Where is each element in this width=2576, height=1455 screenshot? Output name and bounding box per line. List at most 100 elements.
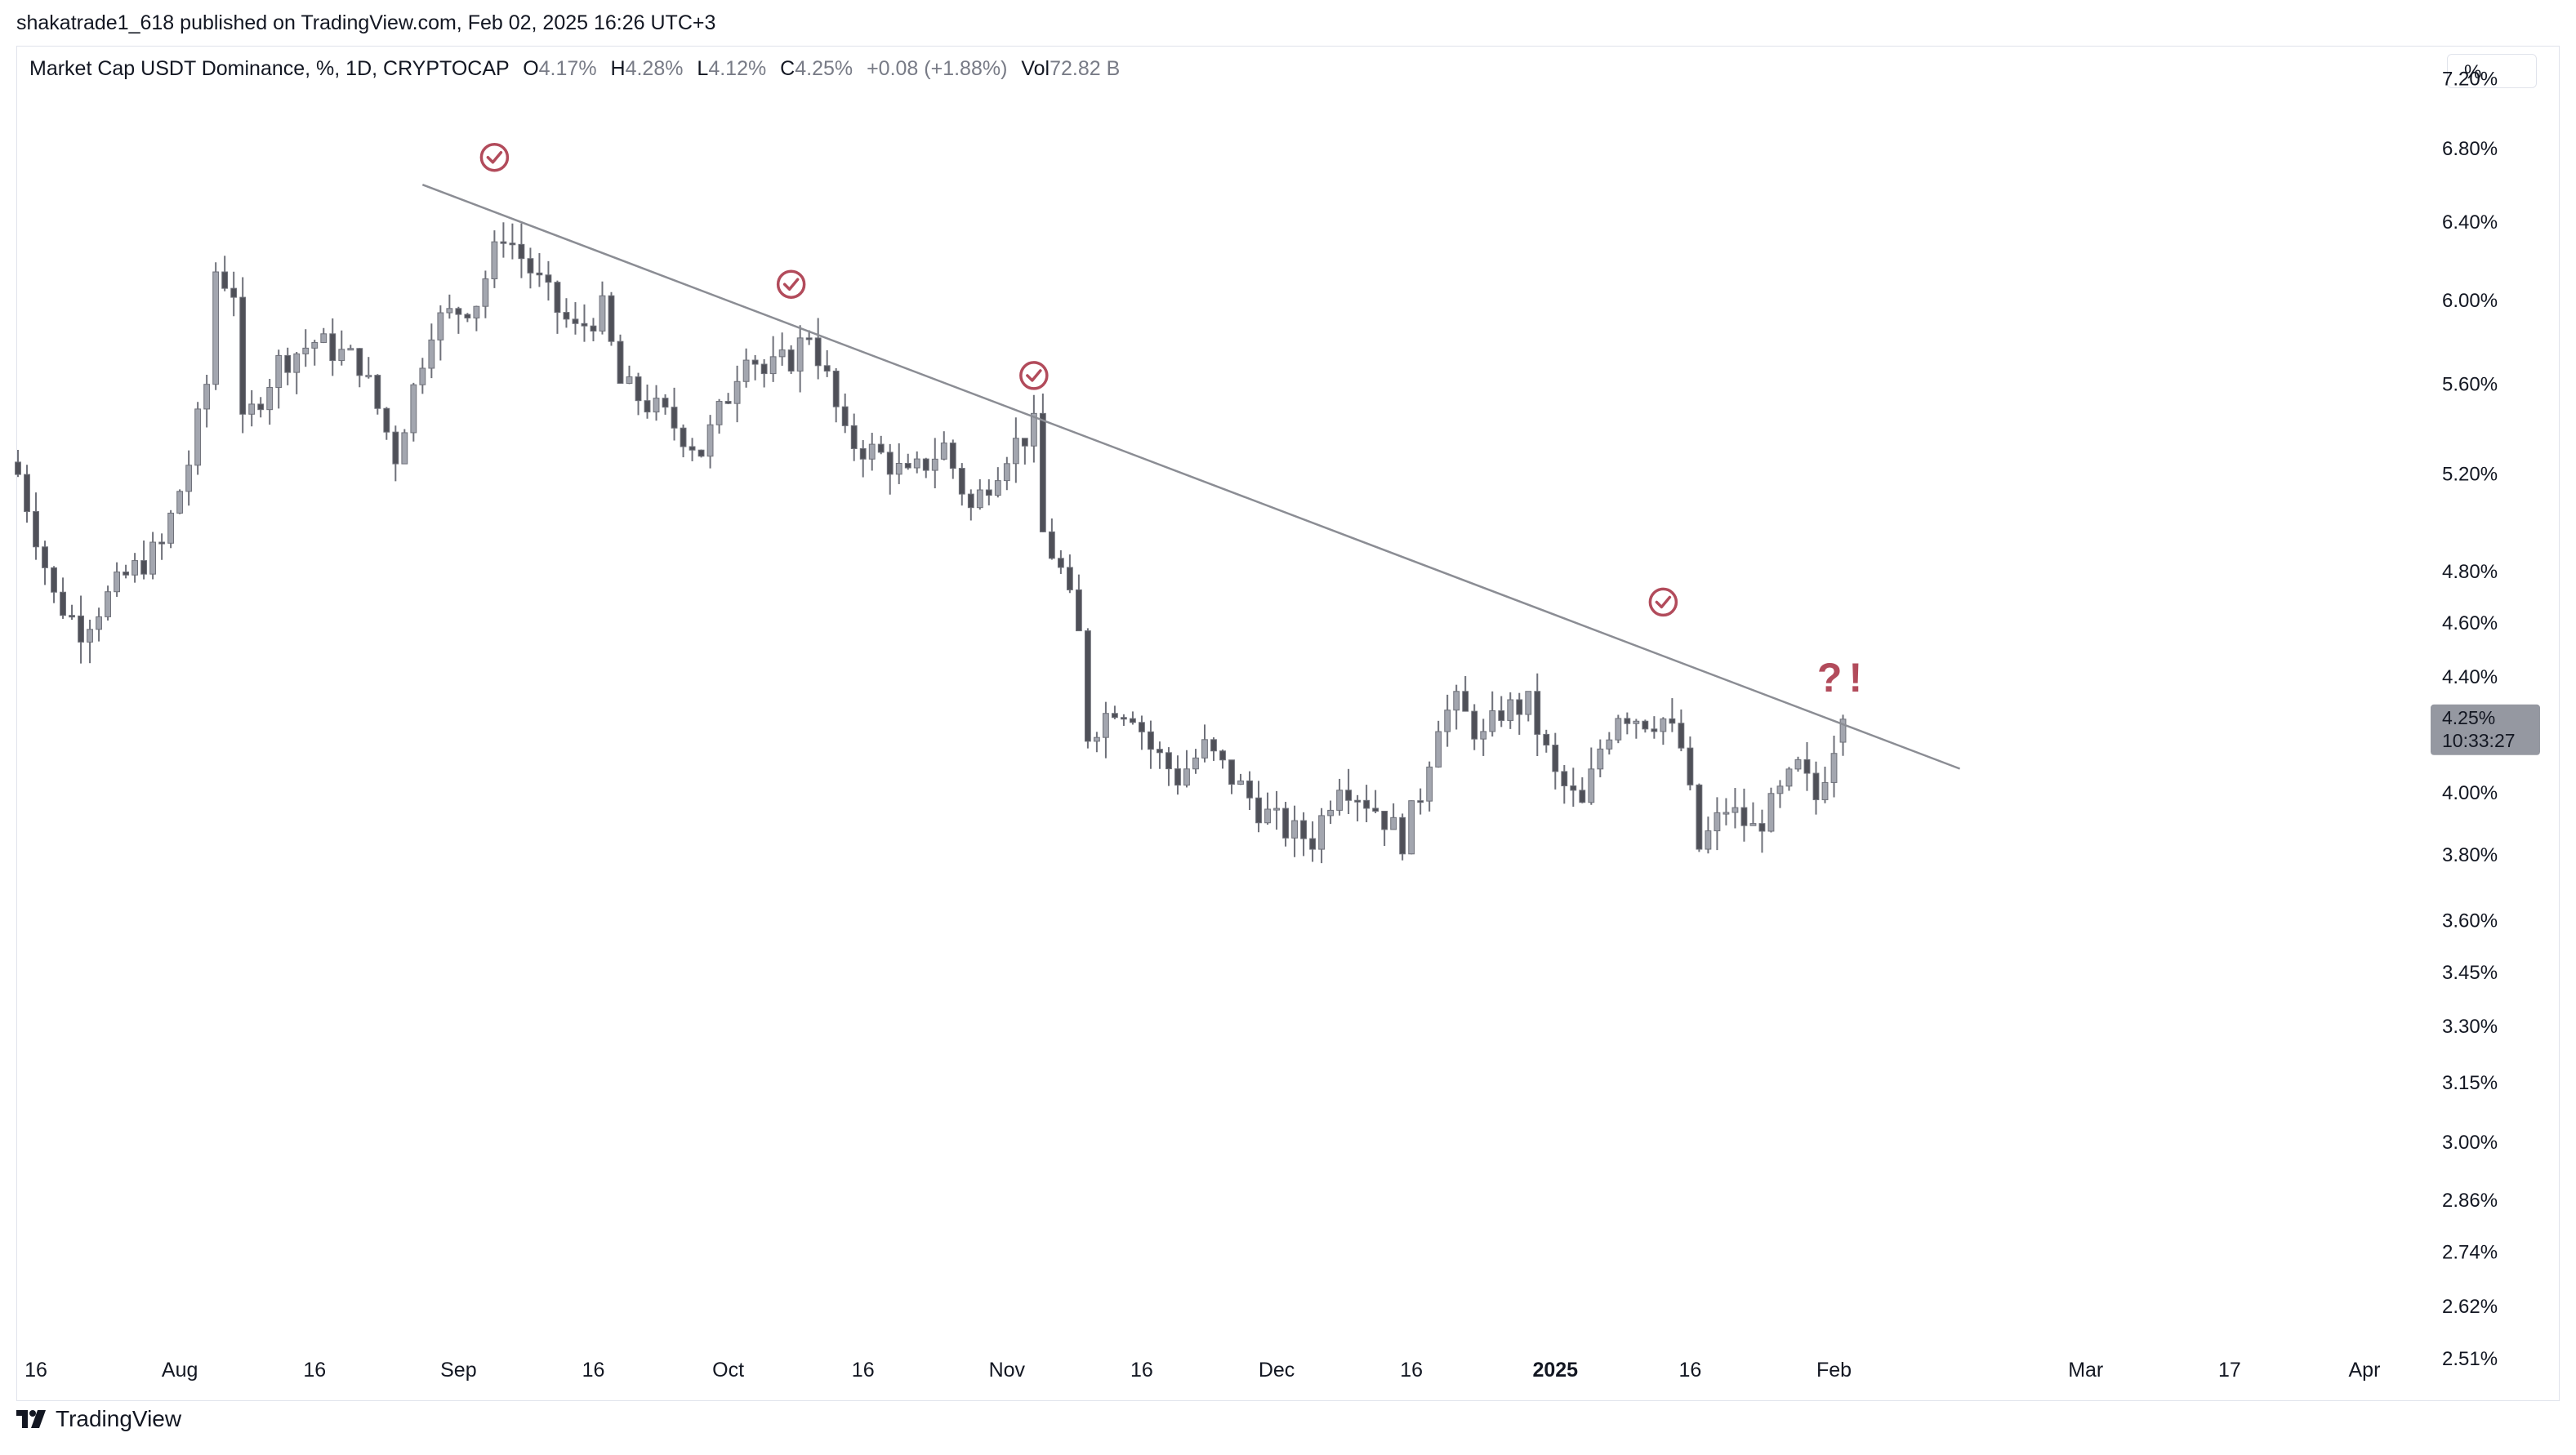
candle-down bbox=[877, 443, 885, 453]
candle-down bbox=[1381, 811, 1388, 830]
candle-up bbox=[1767, 793, 1775, 832]
y-tick-label: 3.00% bbox=[2442, 1132, 2498, 1154]
candle-down bbox=[697, 449, 705, 457]
check-circle-icon[interactable] bbox=[1648, 587, 1678, 617]
symbol-legend: Market Cap USDT Dominance, %, 1D, CRYPTO… bbox=[29, 57, 1120, 81]
candle-down bbox=[590, 325, 597, 331]
candle-down bbox=[581, 323, 588, 327]
candle-down bbox=[1471, 710, 1478, 740]
candle-up bbox=[1731, 807, 1739, 813]
candle-down bbox=[500, 241, 507, 244]
trendline-group bbox=[421, 183, 1961, 770]
candle-down bbox=[1228, 759, 1235, 785]
candle-up bbox=[131, 560, 139, 576]
candle-up bbox=[940, 443, 947, 460]
check-circle-icon[interactable] bbox=[1019, 361, 1049, 390]
candle-down bbox=[751, 359, 759, 365]
candle-down bbox=[554, 282, 561, 314]
candle-down bbox=[572, 318, 579, 324]
candle-up bbox=[1749, 823, 1757, 826]
candle-up bbox=[1264, 808, 1271, 824]
check-circle-icon[interactable] bbox=[479, 142, 510, 172]
legend-low-label: L bbox=[697, 57, 709, 80]
y-tick-label: 3.30% bbox=[2442, 1016, 2498, 1038]
candle-down bbox=[922, 458, 929, 471]
candle-down bbox=[69, 615, 75, 618]
legend-high-value: 4.28% bbox=[625, 57, 684, 80]
candle-up bbox=[778, 349, 786, 358]
resistance-trendline[interactable] bbox=[421, 183, 1961, 770]
candle-down bbox=[805, 337, 813, 340]
candle-down bbox=[760, 363, 768, 375]
candle-up bbox=[401, 432, 408, 465]
candle-down bbox=[617, 340, 624, 384]
candle-down bbox=[329, 333, 336, 362]
candle-down bbox=[1210, 739, 1217, 752]
candle-up bbox=[1273, 808, 1280, 811]
candle-up bbox=[1830, 753, 1838, 783]
candle-up bbox=[1318, 815, 1326, 850]
scale-unit-button[interactable]: % bbox=[2447, 54, 2537, 88]
tradingview-brand[interactable]: TradingView bbox=[16, 1403, 181, 1435]
y-tick-label: 7.20% bbox=[2442, 69, 2498, 91]
price-axis: 7.20% 6.80% 6.40% 6.00% 5.60% 5.20% 4.80% 4.60%… bbox=[2442, 69, 2498, 1370]
candle-up bbox=[1660, 718, 1667, 732]
candle-down bbox=[823, 365, 831, 372]
candle-up bbox=[167, 512, 175, 544]
check-circle-icon[interactable] bbox=[776, 269, 806, 299]
candle-down bbox=[608, 295, 615, 342]
candle-down bbox=[635, 376, 642, 402]
candle-down bbox=[985, 489, 992, 496]
candle-down bbox=[239, 296, 247, 415]
candle-down bbox=[1624, 718, 1631, 724]
candle-down bbox=[680, 427, 687, 447]
candle-down bbox=[1696, 784, 1703, 850]
y-tick-label: 2.86% bbox=[2442, 1190, 2498, 1212]
candle-down bbox=[392, 431, 399, 465]
candle-up bbox=[895, 463, 902, 475]
candle-down bbox=[689, 446, 696, 451]
candle-up bbox=[428, 339, 435, 369]
candle-down bbox=[1157, 749, 1163, 754]
candle-up bbox=[320, 333, 328, 343]
candle-up bbox=[796, 337, 804, 372]
y-tick-label: 5.20% bbox=[2442, 464, 2498, 486]
question-exclamation-note[interactable]: ?! bbox=[1817, 655, 1869, 701]
candle-up bbox=[1237, 780, 1244, 785]
candle-down bbox=[1642, 720, 1649, 730]
candle-up bbox=[733, 380, 741, 404]
time-axis: 16 Aug 16 Sep 16 Oct 16 Nov 16 Dec 16 2025 16 Feb Mar 1… bbox=[25, 1359, 2380, 1382]
candle-down bbox=[536, 272, 543, 276]
candle-down bbox=[1543, 733, 1550, 746]
y-tick-label: 3.80% bbox=[2442, 844, 2498, 866]
x-tick-label: 16 bbox=[1678, 1359, 1701, 1382]
candle-down bbox=[1021, 438, 1028, 447]
candle-down bbox=[724, 401, 732, 404]
candle-down bbox=[1363, 799, 1370, 809]
x-tick-label: 16 bbox=[852, 1359, 875, 1382]
candle-up bbox=[653, 398, 660, 413]
candle-up bbox=[185, 465, 193, 492]
candle-down bbox=[1570, 785, 1577, 791]
candle-up bbox=[1291, 820, 1298, 839]
candle-down bbox=[356, 348, 363, 376]
x-tick-label: Aug bbox=[162, 1359, 198, 1382]
candle-down bbox=[814, 337, 822, 367]
candle-up bbox=[1003, 463, 1010, 482]
legend-low-value: 4.12% bbox=[708, 57, 767, 80]
candle-up bbox=[1525, 691, 1532, 715]
candle-up bbox=[1480, 731, 1487, 740]
x-tick-label: Nov bbox=[989, 1359, 1026, 1382]
candle-down bbox=[1399, 816, 1406, 855]
candle-down bbox=[1552, 745, 1559, 772]
candle-down bbox=[123, 572, 130, 576]
candle-up bbox=[473, 305, 480, 318]
legend-change-value: +0.08 (+1.88%) bbox=[867, 57, 1008, 80]
candle-down bbox=[51, 567, 57, 593]
candle-up bbox=[1821, 781, 1829, 800]
candle-up bbox=[1183, 768, 1190, 786]
candle-up bbox=[96, 616, 102, 630]
x-tick-label: Apr bbox=[2349, 1359, 2381, 1382]
candle-up bbox=[913, 458, 920, 469]
